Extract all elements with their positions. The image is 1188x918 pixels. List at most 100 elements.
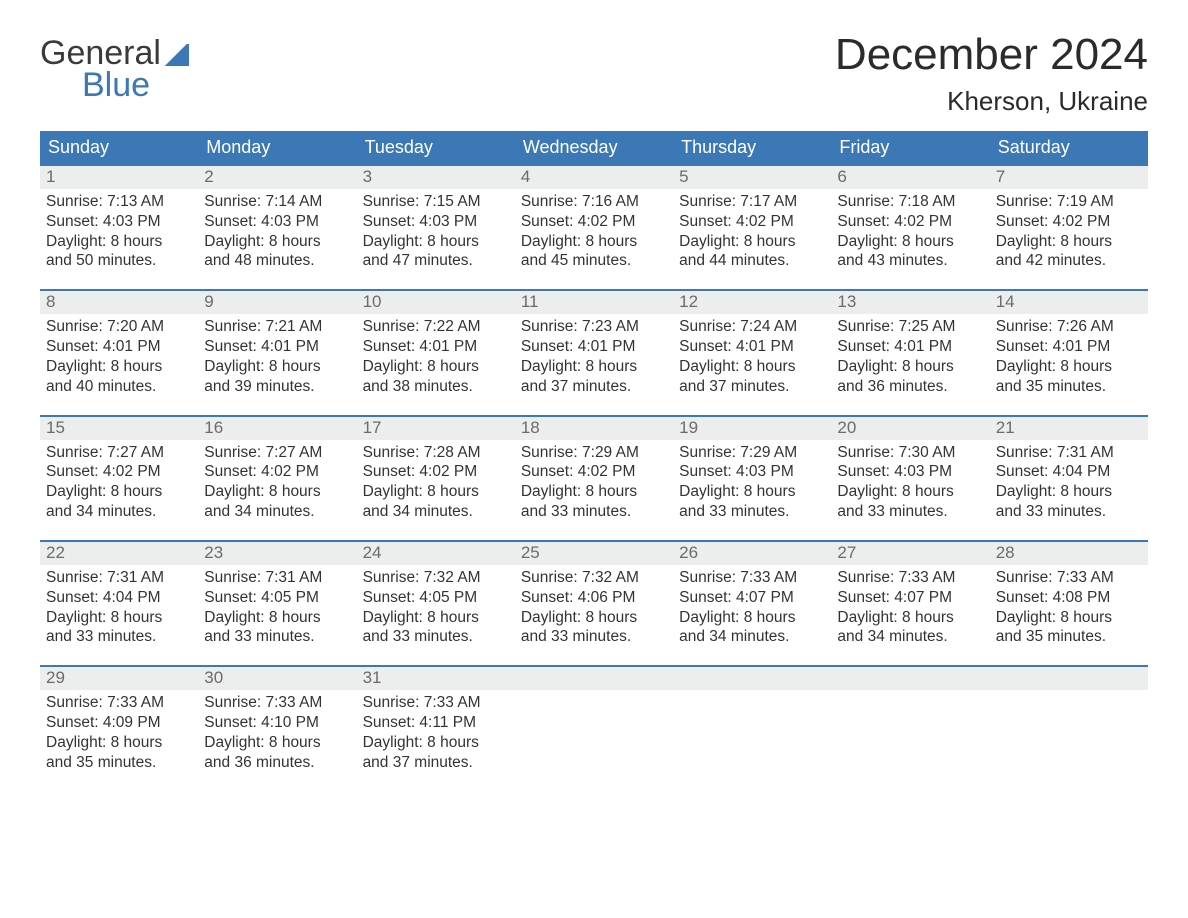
week-row: 891011121314Sunrise: 7:20 AMSunset: 4:01… (40, 289, 1148, 400)
sunset-line: Sunset: 4:03 PM (363, 212, 509, 232)
sunrise-line: Sunrise: 7:22 AM (363, 317, 509, 337)
day-number-strip: 15161718192021 (40, 417, 1148, 440)
day-number: 25 (515, 542, 673, 565)
daylight-line-1: Daylight: 8 hours (204, 608, 350, 628)
day-cell: Sunrise: 7:33 AMSunset: 4:07 PMDaylight:… (831, 565, 989, 651)
day-cell: Sunrise: 7:30 AMSunset: 4:03 PMDaylight:… (831, 440, 989, 526)
daylight-line-2: and 34 minutes. (46, 502, 192, 522)
daylight-line-1: Daylight: 8 hours (46, 232, 192, 252)
sunset-line: Sunset: 4:11 PM (363, 713, 509, 733)
day-cell: Sunrise: 7:14 AMSunset: 4:03 PMDaylight:… (198, 189, 356, 275)
sunset-line: Sunset: 4:01 PM (996, 337, 1142, 357)
daylight-line-2: and 38 minutes. (363, 377, 509, 397)
day-number: 29 (40, 667, 198, 690)
sunrise-line: Sunrise: 7:17 AM (679, 192, 825, 212)
sunset-line: Sunset: 4:01 PM (46, 337, 192, 357)
daylight-line-1: Daylight: 8 hours (521, 608, 667, 628)
daylight-line-1: Daylight: 8 hours (204, 357, 350, 377)
sunrise-line: Sunrise: 7:31 AM (46, 568, 192, 588)
weeks-container: 1234567Sunrise: 7:13 AMSunset: 4:03 PMDa… (40, 164, 1148, 777)
daylight-line-1: Daylight: 8 hours (996, 232, 1142, 252)
sunrise-line: Sunrise: 7:32 AM (363, 568, 509, 588)
sunset-line: Sunset: 4:02 PM (996, 212, 1142, 232)
weekday-sunday: Sunday (40, 131, 198, 164)
sunrise-line: Sunrise: 7:26 AM (996, 317, 1142, 337)
day-number: 6 (831, 166, 989, 189)
day-number: 17 (357, 417, 515, 440)
day-number (515, 667, 673, 690)
sunset-line: Sunset: 4:02 PM (363, 462, 509, 482)
daylight-line-2: and 33 minutes. (996, 502, 1142, 522)
weekday-thursday: Thursday (673, 131, 831, 164)
day-number: 2 (198, 166, 356, 189)
sunset-line: Sunset: 4:10 PM (204, 713, 350, 733)
sunrise-line: Sunrise: 7:33 AM (46, 693, 192, 713)
day-number: 18 (515, 417, 673, 440)
daylight-line-2: and 37 minutes. (679, 377, 825, 397)
day-cell: Sunrise: 7:25 AMSunset: 4:01 PMDaylight:… (831, 314, 989, 400)
day-number-strip: 293031 (40, 667, 1148, 690)
day-cell: Sunrise: 7:24 AMSunset: 4:01 PMDaylight:… (673, 314, 831, 400)
day-cell: Sunrise: 7:33 AMSunset: 4:09 PMDaylight:… (40, 690, 198, 776)
daylight-line-2: and 40 minutes. (46, 377, 192, 397)
location-label: Kherson, Ukraine (835, 86, 1148, 117)
daylight-line-1: Daylight: 8 hours (363, 482, 509, 502)
day-number: 31 (357, 667, 515, 690)
sunrise-line: Sunrise: 7:14 AM (204, 192, 350, 212)
daylight-line-2: and 37 minutes. (363, 753, 509, 773)
daylight-line-2: and 33 minutes. (363, 627, 509, 647)
daylight-line-1: Daylight: 8 hours (521, 232, 667, 252)
daylight-line-1: Daylight: 8 hours (679, 232, 825, 252)
day-cell: Sunrise: 7:33 AMSunset: 4:11 PMDaylight:… (357, 690, 515, 776)
day-cell: Sunrise: 7:23 AMSunset: 4:01 PMDaylight:… (515, 314, 673, 400)
sunset-line: Sunset: 4:07 PM (679, 588, 825, 608)
sunset-line: Sunset: 4:02 PM (204, 462, 350, 482)
sunrise-line: Sunrise: 7:24 AM (679, 317, 825, 337)
week-row: 15161718192021Sunrise: 7:27 AMSunset: 4:… (40, 415, 1148, 526)
daylight-line-1: Daylight: 8 hours (996, 482, 1142, 502)
logo-text-bottom: Blue (40, 68, 189, 102)
daylight-line-1: Daylight: 8 hours (521, 357, 667, 377)
daylight-line-1: Daylight: 8 hours (204, 232, 350, 252)
day-number: 23 (198, 542, 356, 565)
sunrise-line: Sunrise: 7:32 AM (521, 568, 667, 588)
daylight-line-2: and 48 minutes. (204, 251, 350, 271)
day-number: 26 (673, 542, 831, 565)
daylight-line-2: and 45 minutes. (521, 251, 667, 271)
day-cell: Sunrise: 7:22 AMSunset: 4:01 PMDaylight:… (357, 314, 515, 400)
day-number: 24 (357, 542, 515, 565)
sunrise-line: Sunrise: 7:15 AM (363, 192, 509, 212)
sunset-line: Sunset: 4:03 PM (679, 462, 825, 482)
sunrise-line: Sunrise: 7:33 AM (204, 693, 350, 713)
day-cell: Sunrise: 7:31 AMSunset: 4:04 PMDaylight:… (990, 440, 1148, 526)
day-number: 21 (990, 417, 1148, 440)
day-cell (990, 690, 1148, 776)
weekday-wednesday: Wednesday (515, 131, 673, 164)
week-row: 1234567Sunrise: 7:13 AMSunset: 4:03 PMDa… (40, 164, 1148, 275)
daylight-line-2: and 44 minutes. (679, 251, 825, 271)
day-number: 5 (673, 166, 831, 189)
daylight-line-1: Daylight: 8 hours (679, 357, 825, 377)
daylight-line-2: and 33 minutes. (837, 502, 983, 522)
daylight-line-2: and 36 minutes. (204, 753, 350, 773)
daylight-line-2: and 50 minutes. (46, 251, 192, 271)
day-number: 11 (515, 291, 673, 314)
daylight-line-1: Daylight: 8 hours (363, 232, 509, 252)
sunset-line: Sunset: 4:01 PM (837, 337, 983, 357)
day-number: 4 (515, 166, 673, 189)
weekday-header-row: SundayMondayTuesdayWednesdayThursdayFrid… (40, 131, 1148, 164)
daylight-line-2: and 35 minutes. (46, 753, 192, 773)
sunrise-line: Sunrise: 7:21 AM (204, 317, 350, 337)
daylight-line-1: Daylight: 8 hours (837, 232, 983, 252)
sunrise-line: Sunrise: 7:16 AM (521, 192, 667, 212)
day-cell: Sunrise: 7:18 AMSunset: 4:02 PMDaylight:… (831, 189, 989, 275)
sunset-line: Sunset: 4:07 PM (837, 588, 983, 608)
sunrise-line: Sunrise: 7:33 AM (363, 693, 509, 713)
daylight-line-2: and 34 minutes. (679, 627, 825, 647)
day-cell: Sunrise: 7:28 AMSunset: 4:02 PMDaylight:… (357, 440, 515, 526)
week-row: 22232425262728Sunrise: 7:31 AMSunset: 4:… (40, 540, 1148, 651)
daylight-line-1: Daylight: 8 hours (996, 357, 1142, 377)
day-number (673, 667, 831, 690)
day-cell: Sunrise: 7:29 AMSunset: 4:02 PMDaylight:… (515, 440, 673, 526)
daylight-line-1: Daylight: 8 hours (204, 482, 350, 502)
